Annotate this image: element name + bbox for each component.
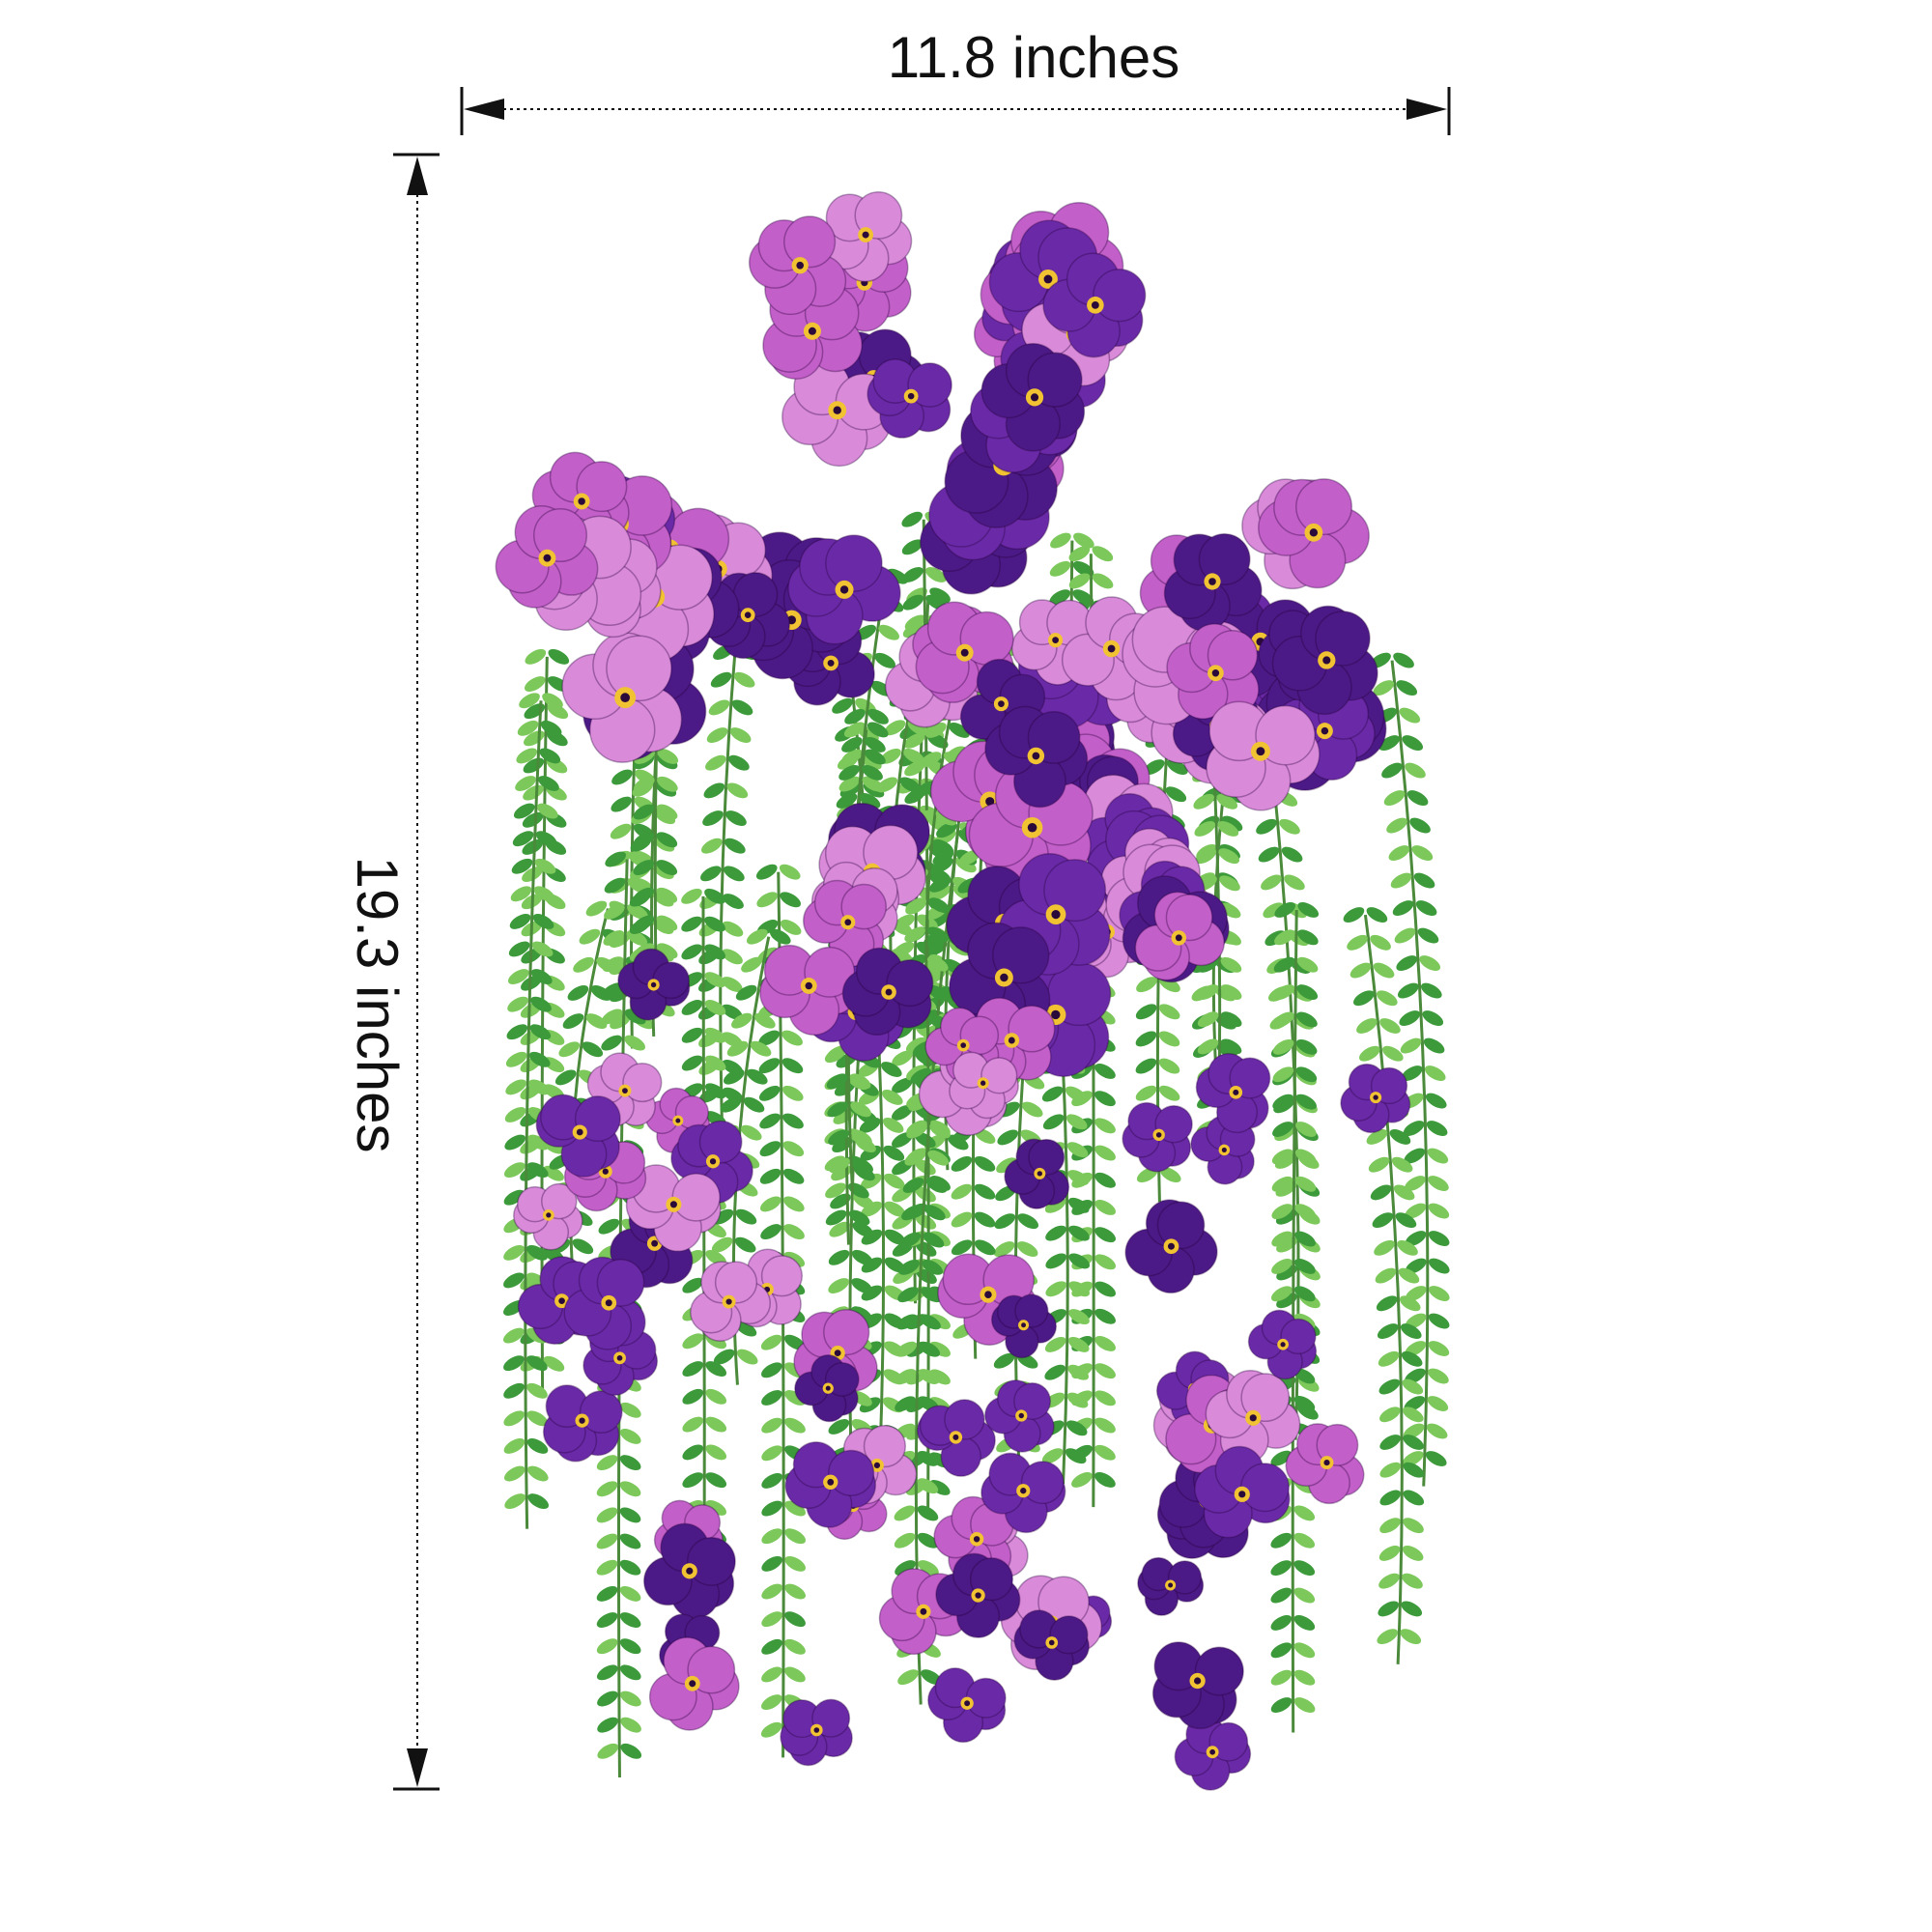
height-dimension-line: [393, 153, 440, 1791]
height-dimension-label: 19.3 inches: [345, 856, 410, 1153]
hanging-flower-bush-icon: [495, 190, 1450, 1791]
width-dimension-label: 11.8 inches: [887, 25, 1180, 90]
width-dimension-line: [460, 87, 1451, 135]
